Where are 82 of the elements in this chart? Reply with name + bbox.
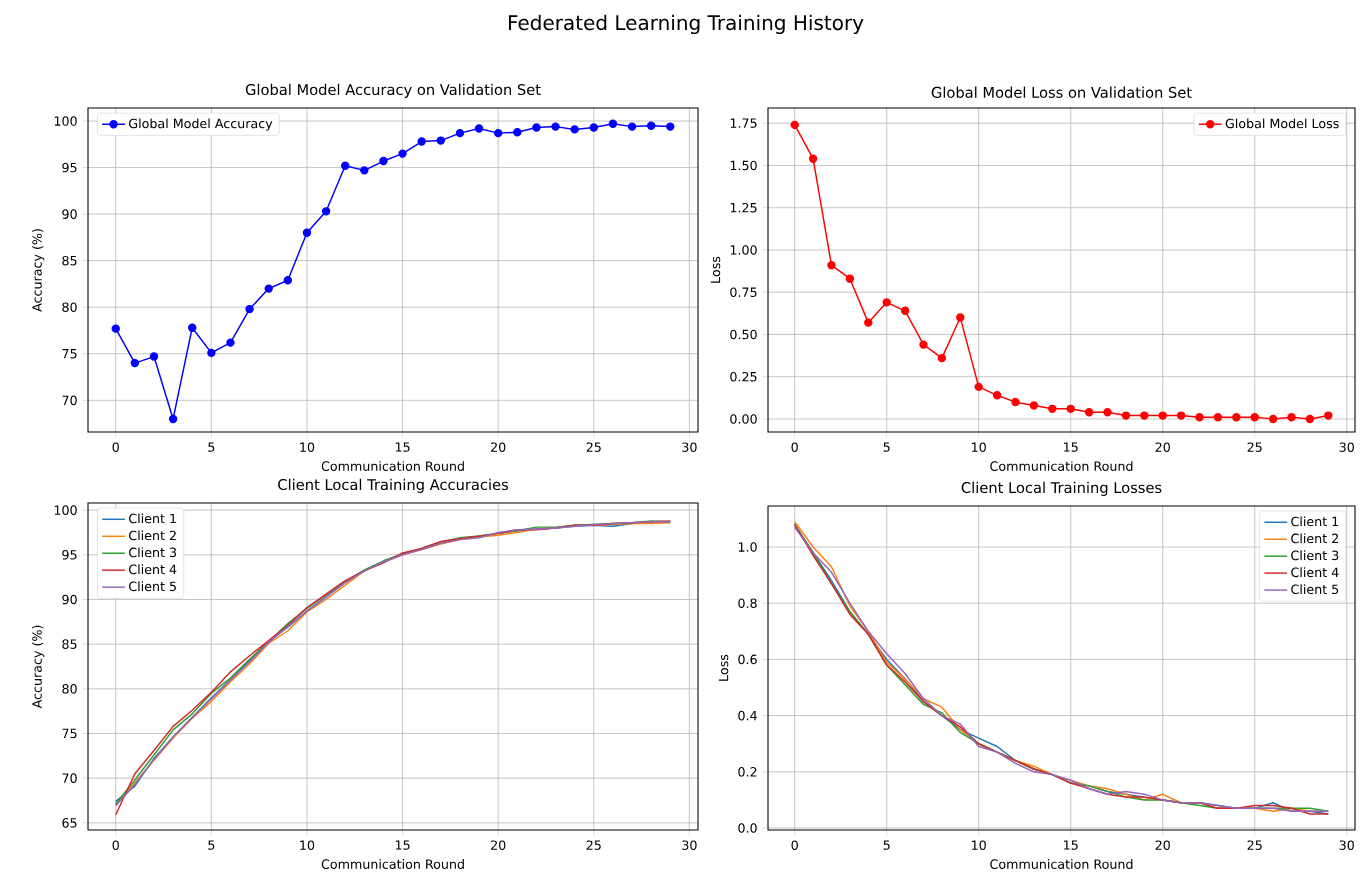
x-tick-label: 10 (300, 840, 315, 850)
y-tick-label: 100 (54, 116, 77, 126)
x-tick-label: 25 (586, 840, 601, 850)
chart-title: Client Local Training Losses (961, 481, 1162, 496)
x-tick-label: 15 (1064, 840, 1078, 850)
legend-label: Client 3 (129, 547, 177, 558)
legend-label: Global Model Accuracy (129, 118, 273, 131)
x-tick-label: 10 (300, 442, 315, 452)
y-tick-label: 75 (62, 728, 77, 739)
x-tick-label: 0 (791, 840, 798, 850)
y-tick-label: 0.2 (738, 767, 757, 777)
x-tick-label: 20 (491, 442, 506, 452)
legend-label: Client 1 (129, 513, 176, 524)
x-tick-label: 20 (1155, 442, 1170, 452)
y-tick-label: 70 (62, 773, 77, 783)
x-tick-label: 0 (112, 442, 119, 452)
y-tick-label: 1.25 (730, 202, 757, 213)
x-tick-label: 20 (491, 840, 506, 850)
x-tick-label: 25 (586, 442, 601, 452)
chart-title: Global Model Accuracy on Validation Set (245, 83, 541, 98)
y-tick-label: 0.8 (738, 598, 757, 609)
y-tick-label: 70 (62, 395, 77, 406)
legend-label: Client 5 (129, 581, 176, 592)
x-tick-label: 10 (972, 840, 986, 850)
y-tick-label: 90 (62, 209, 77, 219)
y-tick-label: 100 (54, 505, 77, 515)
legend-label: Client 4 (129, 564, 177, 575)
y-tick-label: 0.4 (738, 710, 757, 721)
x-tick-label: 5 (883, 840, 890, 850)
x-tick-label: 30 (1339, 840, 1354, 850)
legend-label: Client 4 (1291, 567, 1339, 578)
y-tick-label: 65 (62, 818, 77, 828)
y-axis-title: Accuracy (%) (32, 229, 45, 312)
y-tick-label: 0.6 (738, 654, 757, 665)
legend-label: Client 2 (129, 530, 176, 541)
x-tick-label: 10 (972, 442, 986, 452)
y-tick-label: 0.50 (730, 329, 757, 340)
x-axis-title: Communication Round (990, 859, 1133, 869)
x-tick-label: 20 (1155, 840, 1170, 850)
x-axis-title: Communication Round (321, 461, 464, 471)
x-tick-label: 25 (1247, 840, 1262, 850)
y-axis-title: Loss (710, 256, 721, 283)
y-axis-title: Accuracy (%) (32, 625, 45, 709)
x-tick-label: 0 (112, 840, 119, 850)
y-tick-label: 95 (62, 550, 77, 560)
chart-title: Global Model Loss on Validation Set (931, 86, 1192, 98)
legend-label: Global Model Loss (1225, 118, 1339, 129)
legend-label: Client 1 (1291, 516, 1339, 527)
x-tick-label: 15 (395, 442, 410, 452)
y-tick-label: 1.75 (730, 118, 757, 128)
y-tick-label: 0.00 (730, 414, 757, 424)
x-tick-label: 5 (208, 840, 215, 850)
y-tick-label: 90 (62, 594, 77, 605)
x-tick-label: 5 (883, 442, 890, 452)
text: Federated Learning Training History (508, 14, 864, 35)
legend-label: Client 2 (1291, 533, 1338, 544)
legend-label: Client 3 (1291, 550, 1339, 561)
x-tick-label: 25 (1247, 442, 1262, 452)
y-tick-label: 80 (62, 684, 77, 694)
x-axis-title: Communication Round (990, 461, 1133, 471)
y-tick-label: 75 (62, 349, 77, 359)
x-tick-label: 0 (791, 442, 798, 452)
y-tick-label: 85 (62, 255, 77, 266)
y-axis-title: Loss (718, 654, 729, 681)
y-tick-label: 1.00 (730, 245, 757, 255)
x-tick-label: 30 (682, 442, 697, 452)
x-tick-label: 30 (682, 840, 697, 850)
legend-label: Client 5 (1291, 584, 1339, 595)
y-tick-label: 80 (62, 302, 77, 313)
x-tick-label: 15 (1064, 442, 1078, 452)
y-tick-label: 95 (62, 162, 77, 173)
x-tick-label: 30 (1339, 442, 1354, 452)
x-axis-title: Communication Round (321, 859, 464, 869)
y-tick-label: 1.0 (738, 542, 757, 552)
chart-title: Client Local Training Accuracies (278, 478, 508, 493)
y-tick-label: 85 (62, 639, 77, 649)
x-tick-label: 5 (208, 442, 215, 452)
y-tick-label: 1.50 (730, 160, 757, 171)
y-tick-label: 0.75 (730, 287, 757, 298)
y-tick-label: 0.0 (738, 823, 757, 833)
x-tick-label: 15 (395, 840, 410, 850)
y-tick-label: 0.25 (730, 371, 757, 382)
